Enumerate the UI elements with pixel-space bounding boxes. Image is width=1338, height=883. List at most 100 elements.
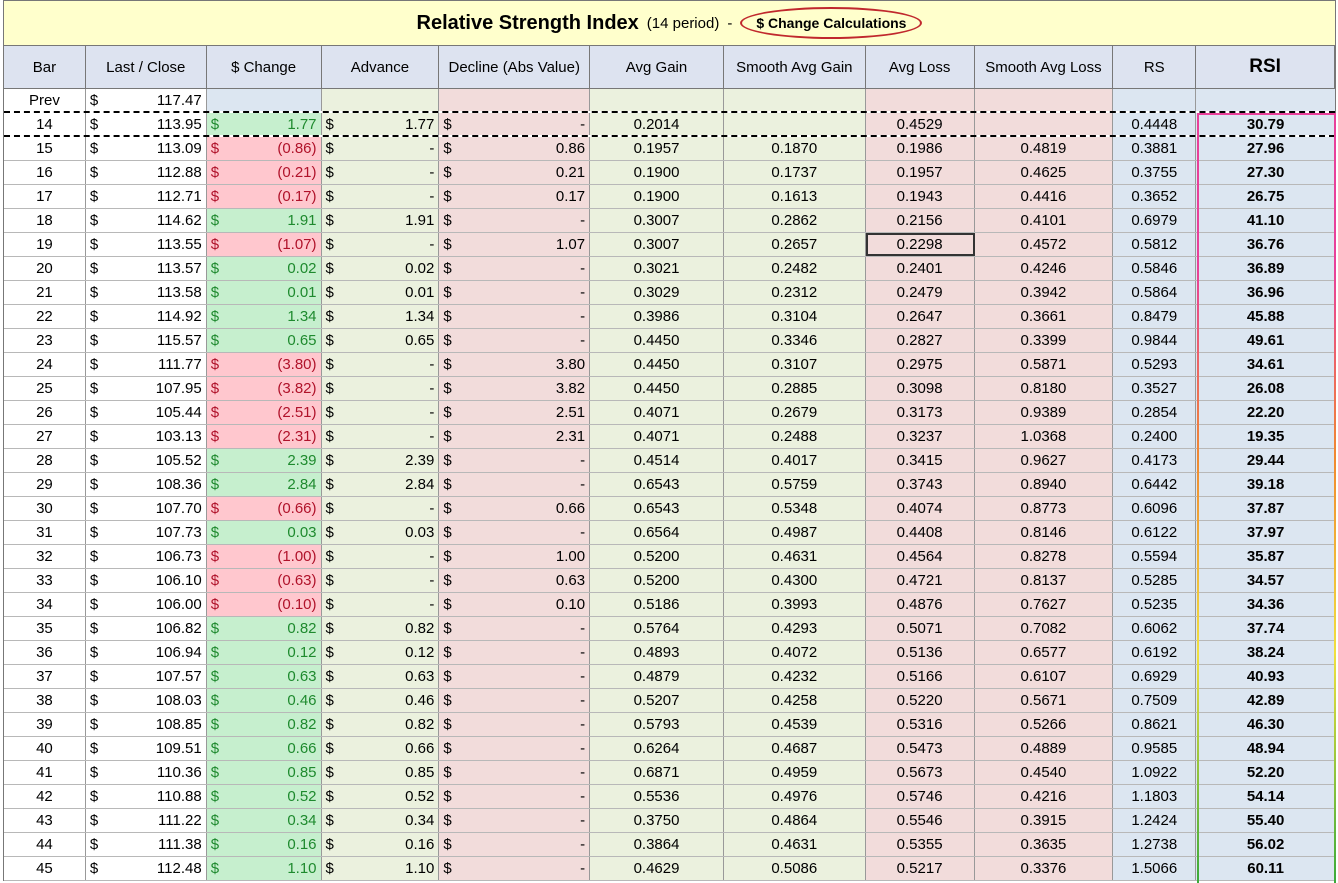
change-value: 0.02 [287, 260, 317, 277]
currency: $ [210, 476, 220, 493]
smooth-avg-loss-cell: 0.4819 [974, 137, 1114, 160]
rs-cell: 0.4173 [1113, 449, 1197, 472]
close-value: 105.44 [155, 404, 202, 421]
change-value: 0.46 [287, 692, 317, 709]
currency: $ [210, 788, 220, 805]
currency: $ [443, 596, 452, 613]
change-cell: $ (2.31) [206, 425, 322, 448]
bar-cell: 38 [4, 689, 86, 712]
rsi-cell: 27.30 [1196, 161, 1335, 184]
change-value: 0.82 [287, 620, 317, 637]
advance-cell: $0.03 [321, 521, 440, 544]
currency: $ [210, 284, 220, 301]
currency: $ [210, 644, 220, 661]
advance-cell: $ - [321, 497, 440, 520]
close-value: 106.94 [155, 644, 202, 661]
decline-value: - [580, 332, 586, 349]
avg-loss-cell: 0.2298 [865, 233, 975, 256]
currency: $ [325, 548, 334, 565]
close-cell: $115.57 [86, 329, 207, 352]
decline-cell: $0.10 [439, 593, 591, 616]
rsi-cell: 46.30 [1196, 713, 1335, 736]
avg-gain-cell [590, 89, 724, 111]
table-row: 39 $108.85 $0.82 $0.82 $ -0.5793 0.4539 0.5316 0… [4, 713, 1335, 737]
table-row: 36 $106.94 $0.12 $0.12 $ -0.4893 0.4072 0.5136 0… [4, 641, 1335, 665]
header-row: Bar Last / Close $ Change Advance Decline (A… [4, 46, 1335, 89]
rs-cell: 0.9844 [1113, 329, 1197, 352]
rs-cell: 0.6122 [1113, 521, 1197, 544]
advance-cell: $0.01 [321, 281, 440, 304]
close-value: 107.95 [155, 380, 202, 397]
smooth-avg-loss-cell: 1.0368 [974, 425, 1114, 448]
currency: $ [443, 812, 452, 829]
rs-cell: 1.1803 [1113, 785, 1197, 808]
advance-cell: $0.34 [321, 809, 440, 832]
decline-value: - [580, 524, 586, 541]
currency: $ [89, 548, 99, 565]
advance-value: 1.10 [405, 860, 435, 877]
change-cell: $0.34 [206, 809, 322, 832]
close-value: 113.95 [156, 115, 202, 133]
advance-value: 1.77 [405, 115, 435, 133]
avg-loss-cell: 0.1957 [865, 161, 975, 184]
advance-value: 0.12 [405, 644, 435, 661]
currency: $ [89, 476, 99, 493]
change-cell: $0.01 [206, 281, 322, 304]
title: Relative Strength Index [416, 11, 639, 34]
currency: $ [325, 188, 334, 205]
advance-value: - [429, 548, 435, 565]
currency: $ [325, 812, 334, 829]
rsi-cell: 34.36 [1196, 593, 1335, 616]
advance-cell: $0.63 [321, 665, 440, 688]
currency: $ [89, 212, 99, 229]
avg-loss-cell: 0.1986 [865, 137, 975, 160]
change-cell: $0.12 [206, 641, 322, 664]
decline-value: - [580, 668, 586, 685]
advance-value: 0.46 [405, 692, 435, 709]
advance-cell: $ - [321, 353, 440, 376]
avg-loss-cell: 0.5355 [865, 833, 975, 856]
currency: $ [325, 356, 334, 373]
table-row: 21 $113.58 $0.01 $0.01 $ -0.3029 0.2312 0.2479 0… [4, 281, 1335, 305]
rs-cell: 0.5864 [1113, 281, 1197, 304]
bar-cell: Prev [4, 89, 86, 111]
currency: $ [89, 380, 99, 397]
change-value: 0.12 [287, 644, 317, 661]
change-value: 0.34 [287, 812, 317, 829]
close-cell: $113.58 [86, 281, 207, 304]
smooth-avg-gain-cell: 0.4631 [723, 545, 866, 568]
bar-cell: 21 [4, 281, 86, 304]
avg-loss-cell: 0.2156 [865, 209, 975, 232]
close-cell: $111.38 [86, 833, 207, 856]
currency: $ [443, 620, 452, 637]
currency: $ [325, 284, 334, 301]
currency: $ [210, 260, 220, 277]
smooth-avg-loss-cell: 0.7627 [974, 593, 1114, 616]
advance-cell: $ - [321, 233, 440, 256]
advance-cell: $0.85 [321, 761, 440, 784]
change-cell: $2.39 [206, 449, 322, 472]
change-value: (2.31) [277, 428, 317, 445]
currency: $ [210, 356, 220, 373]
currency: $ [89, 620, 99, 637]
rsi-cell: 45.88 [1196, 305, 1335, 328]
advance-cell: $ - [321, 137, 440, 160]
close-cell: $112.48 [86, 857, 207, 880]
change-value: (0.17) [277, 188, 317, 205]
avg-gain-cell: 0.3864 [590, 833, 724, 856]
avg-gain-cell: 0.4893 [590, 641, 724, 664]
smooth-avg-gain-cell: 0.4987 [723, 521, 866, 544]
currency: $ [443, 836, 452, 853]
smooth-avg-gain-cell: 0.4072 [723, 641, 866, 664]
table-row: 33 $106.10 $ (0.63) $ - $0.63 0.5200 0.4300 0.472… [4, 569, 1335, 593]
bar-cell: 40 [4, 737, 86, 760]
avg-loss-cell: 0.5136 [865, 641, 975, 664]
decline-value: 2.51 [555, 404, 586, 421]
currency: $ [89, 836, 99, 853]
change-value: (1.07) [277, 236, 317, 253]
table: Bar Last / Close $ Change Advance Decline (A… [4, 46, 1335, 881]
rsi-cell: 26.08 [1196, 377, 1335, 400]
bar-cell: 37 [4, 665, 86, 688]
bar-cell: 22 [4, 305, 86, 328]
currency: $ [325, 428, 334, 445]
